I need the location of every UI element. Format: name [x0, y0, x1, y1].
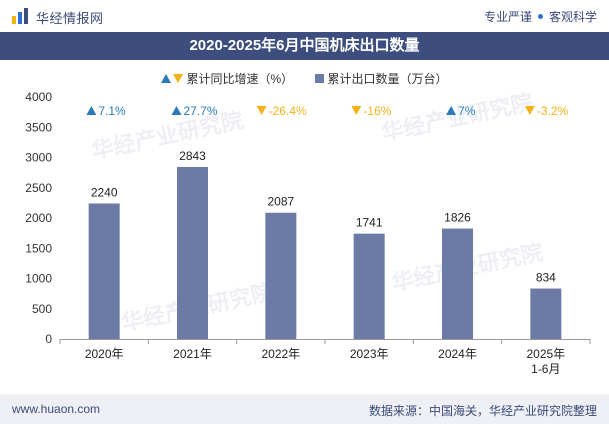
x-category-label: 2025年 — [526, 347, 565, 361]
growth-rate-label: 7% — [458, 104, 476, 118]
y-tick-label: 4000 — [25, 90, 52, 104]
y-tick-label: 500 — [32, 302, 52, 316]
legend-down-triangle-icon — [173, 74, 184, 83]
y-tick-label: 0 — [45, 332, 52, 346]
growth-rate-label: 7.1% — [98, 104, 126, 118]
x-category-label: 2024年 — [438, 347, 477, 361]
bar — [530, 288, 562, 339]
bar — [442, 228, 473, 339]
y-tick-label: 2500 — [25, 181, 52, 195]
bar — [265, 212, 297, 339]
growth-down-triangle-icon — [524, 106, 535, 115]
y-tick-label: 1000 — [25, 272, 52, 286]
y-tick-label: 1500 — [25, 241, 52, 255]
growth-up-triangle-icon — [171, 106, 182, 115]
bar-value-label: 1826 — [444, 211, 471, 225]
top-bar — [0, 0, 609, 32]
legend: 累计同比增速（%） 累计出口数量（万台） — [0, 70, 609, 87]
bar-value-label: 834 — [536, 271, 556, 285]
growth-rate-label: -16% — [363, 104, 391, 118]
x-category-label: 2020年 — [85, 347, 124, 361]
tagline: 专业严谨 客观科学 — [484, 8, 597, 25]
y-tick-label: 3500 — [25, 120, 52, 134]
bar-value-label: 2843 — [179, 149, 206, 163]
bar-value-label: 1741 — [356, 216, 383, 230]
tagline-right: 客观科学 — [548, 10, 597, 24]
growth-rate-label: -3.2% — [537, 104, 569, 118]
footer — [0, 394, 609, 424]
logo-icon — [12, 8, 28, 24]
footer-source: 数据来源：中国海关，华经产业研究院整理 — [368, 404, 597, 418]
bar-value-label: 2087 — [267, 195, 294, 209]
y-tick-label: 3000 — [25, 151, 52, 165]
x-category-label: 2021年 — [173, 347, 212, 361]
legend-volume-label: 累计出口数量（万台） — [327, 72, 448, 86]
bar-value-label: 2240 — [91, 185, 118, 199]
bar — [353, 233, 385, 339]
legend-growth-label: 累计同比增速（%） — [186, 72, 294, 86]
footer-website: www.huaon.com — [12, 402, 101, 416]
bar — [177, 166, 208, 339]
x-category-label: 1-6月 — [531, 362, 560, 376]
growth-rate-label: 27.7% — [184, 104, 218, 118]
brand-name: 华经情报网 — [36, 11, 104, 26]
x-category-label: 2023年 — [350, 347, 389, 361]
legend-bar-swatch — [314, 74, 324, 83]
title-bar — [0, 32, 609, 60]
legend-up-triangle-icon — [161, 74, 172, 83]
y-tick-label: 2000 — [25, 211, 52, 225]
growth-down-triangle-icon — [351, 106, 362, 115]
tagline-left: 专业严谨 — [483, 10, 532, 24]
growth-rate-label: -26.4% — [269, 104, 307, 118]
bar — [88, 203, 120, 339]
growth-down-triangle-icon — [256, 106, 267, 115]
chart-title: 2020-2025年6月中国机床出口数量 — [189, 37, 420, 54]
growth-up-triangle-icon — [86, 106, 97, 115]
dot-icon — [537, 14, 543, 20]
growth-up-triangle-icon — [446, 106, 457, 115]
bar-chart: 0 500 1000 1500 2000 2500 3000 3500 4000 2240 2020… — [25, 90, 591, 376]
x-category-label: 2022年 — [261, 347, 300, 361]
